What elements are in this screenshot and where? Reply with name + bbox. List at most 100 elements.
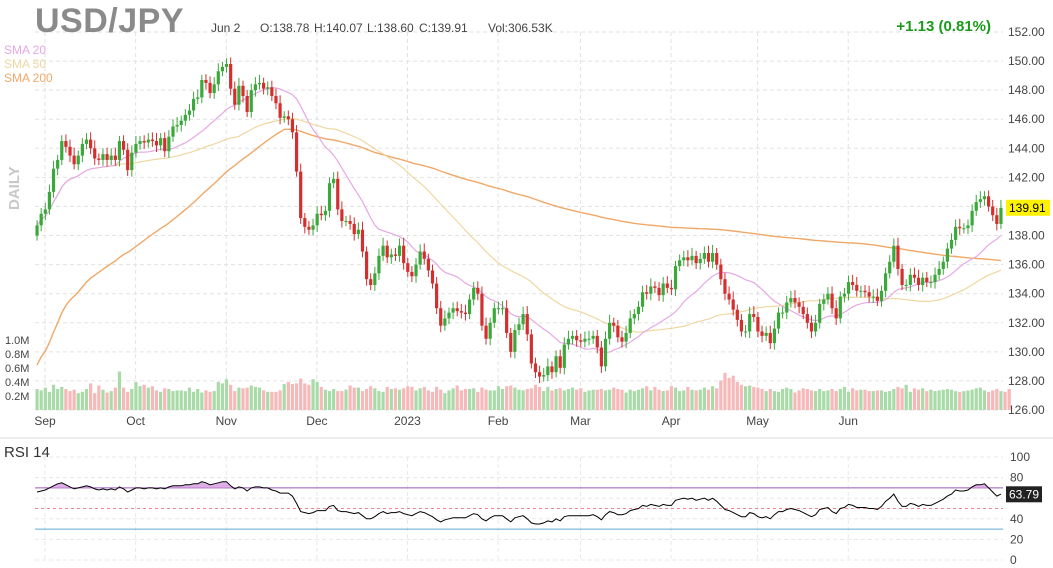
candle-body xyxy=(822,299,826,304)
volume-bar xyxy=(711,386,715,410)
volume-bar xyxy=(616,389,620,410)
candle-body xyxy=(410,271,414,277)
volume-bar xyxy=(933,391,937,410)
volume-bar xyxy=(266,391,270,410)
candle-body xyxy=(558,356,562,368)
candle-body xyxy=(640,292,645,307)
volume-bar xyxy=(838,389,842,410)
volume-bar xyxy=(191,391,196,410)
volume-bar xyxy=(908,391,912,410)
volume-bar xyxy=(472,388,476,410)
candle-body xyxy=(966,225,970,229)
candle-body xyxy=(175,125,179,127)
volume-bar xyxy=(954,391,958,410)
candle-body xyxy=(472,287,476,300)
time-tick-label: Nov xyxy=(216,414,237,428)
date-label: Jun 2 xyxy=(211,21,241,35)
candle-body xyxy=(739,319,744,332)
candle-body xyxy=(929,282,933,284)
candle-body xyxy=(945,248,949,262)
candle-body xyxy=(138,141,142,144)
volume-bar xyxy=(888,391,892,410)
candle-body xyxy=(64,141,68,147)
volume-bar xyxy=(513,387,517,410)
volume-bar xyxy=(595,389,599,410)
volume-bar xyxy=(649,390,653,410)
volume-bar xyxy=(290,384,295,410)
rsi-value-label: 63.79 xyxy=(1009,487,1039,501)
candle-body xyxy=(632,314,636,319)
candle-body xyxy=(867,292,871,297)
volume-tick-label: 0.6M xyxy=(5,363,29,375)
candle-body xyxy=(962,228,966,230)
volume-bar xyxy=(257,387,262,410)
candle-body xyxy=(608,322,612,339)
candle-body xyxy=(756,316,760,332)
volume-tick-label: 1.0M xyxy=(5,335,29,347)
volume-bar xyxy=(410,386,414,410)
candle-body xyxy=(809,322,814,332)
candle-body xyxy=(51,168,56,192)
candle-body xyxy=(900,268,904,285)
volume-bar xyxy=(340,391,344,410)
volume-bar xyxy=(435,386,439,410)
volume-bar xyxy=(439,389,443,410)
volume-bar xyxy=(529,388,533,410)
volume-bar xyxy=(105,392,109,410)
volume-bar xyxy=(723,372,727,410)
candle-body xyxy=(846,282,851,294)
volume-bar xyxy=(867,391,871,410)
volume-bar xyxy=(694,390,698,410)
candle-body xyxy=(616,325,620,338)
candle-body xyxy=(414,264,418,277)
volume-bar xyxy=(822,391,826,410)
candle-body xyxy=(327,183,332,211)
volume-bar xyxy=(130,389,134,410)
volume-tick-label: 0.2M xyxy=(5,391,29,403)
volume-bar xyxy=(628,389,632,410)
candle-body xyxy=(682,257,686,261)
candle-body xyxy=(789,298,793,303)
volume-bar xyxy=(764,391,768,410)
candle-body xyxy=(871,296,875,298)
time-tick-label: Jun xyxy=(839,414,858,428)
candle-body xyxy=(579,340,583,342)
rsi-tick-label: 20 xyxy=(1010,532,1024,546)
candle-body xyxy=(517,324,521,331)
volume-bar xyxy=(805,389,809,410)
close-value: C:139.91 xyxy=(419,21,468,35)
sma200-line xyxy=(36,128,1001,366)
candle-body xyxy=(402,245,406,264)
candle-body xyxy=(340,209,344,221)
volume-bar xyxy=(793,392,797,410)
candle-body xyxy=(455,308,459,312)
volume-bar xyxy=(537,386,542,410)
volume-bar xyxy=(949,389,954,410)
time-tick-label: Sep xyxy=(34,414,56,428)
volume-bar xyxy=(1003,391,1007,410)
volume-bar xyxy=(60,386,64,410)
volume-bar xyxy=(406,386,410,410)
candle-body xyxy=(851,282,855,285)
volume-bar xyxy=(904,384,908,410)
volume-bar xyxy=(624,392,628,410)
volume-bar xyxy=(916,389,921,410)
candle-body xyxy=(364,251,369,280)
volume-bar xyxy=(294,383,299,410)
price-tick-label: 136.00 xyxy=(1008,258,1045,272)
candle-body xyxy=(352,223,356,235)
volume-bar xyxy=(500,389,505,410)
candle-body xyxy=(595,335,599,348)
price-tick-label: 130.00 xyxy=(1008,345,1045,359)
candle-body xyxy=(727,293,731,300)
volume-bar xyxy=(801,388,805,410)
volume-bar xyxy=(632,391,636,410)
candle-body xyxy=(591,335,595,339)
candle-body xyxy=(636,306,641,315)
low-value: L:138.60 xyxy=(367,21,414,35)
volume-bar xyxy=(958,391,962,410)
candle-body xyxy=(130,152,134,171)
volume-bar xyxy=(645,386,649,410)
volume-bar xyxy=(72,389,76,410)
volume-bar xyxy=(562,390,566,410)
